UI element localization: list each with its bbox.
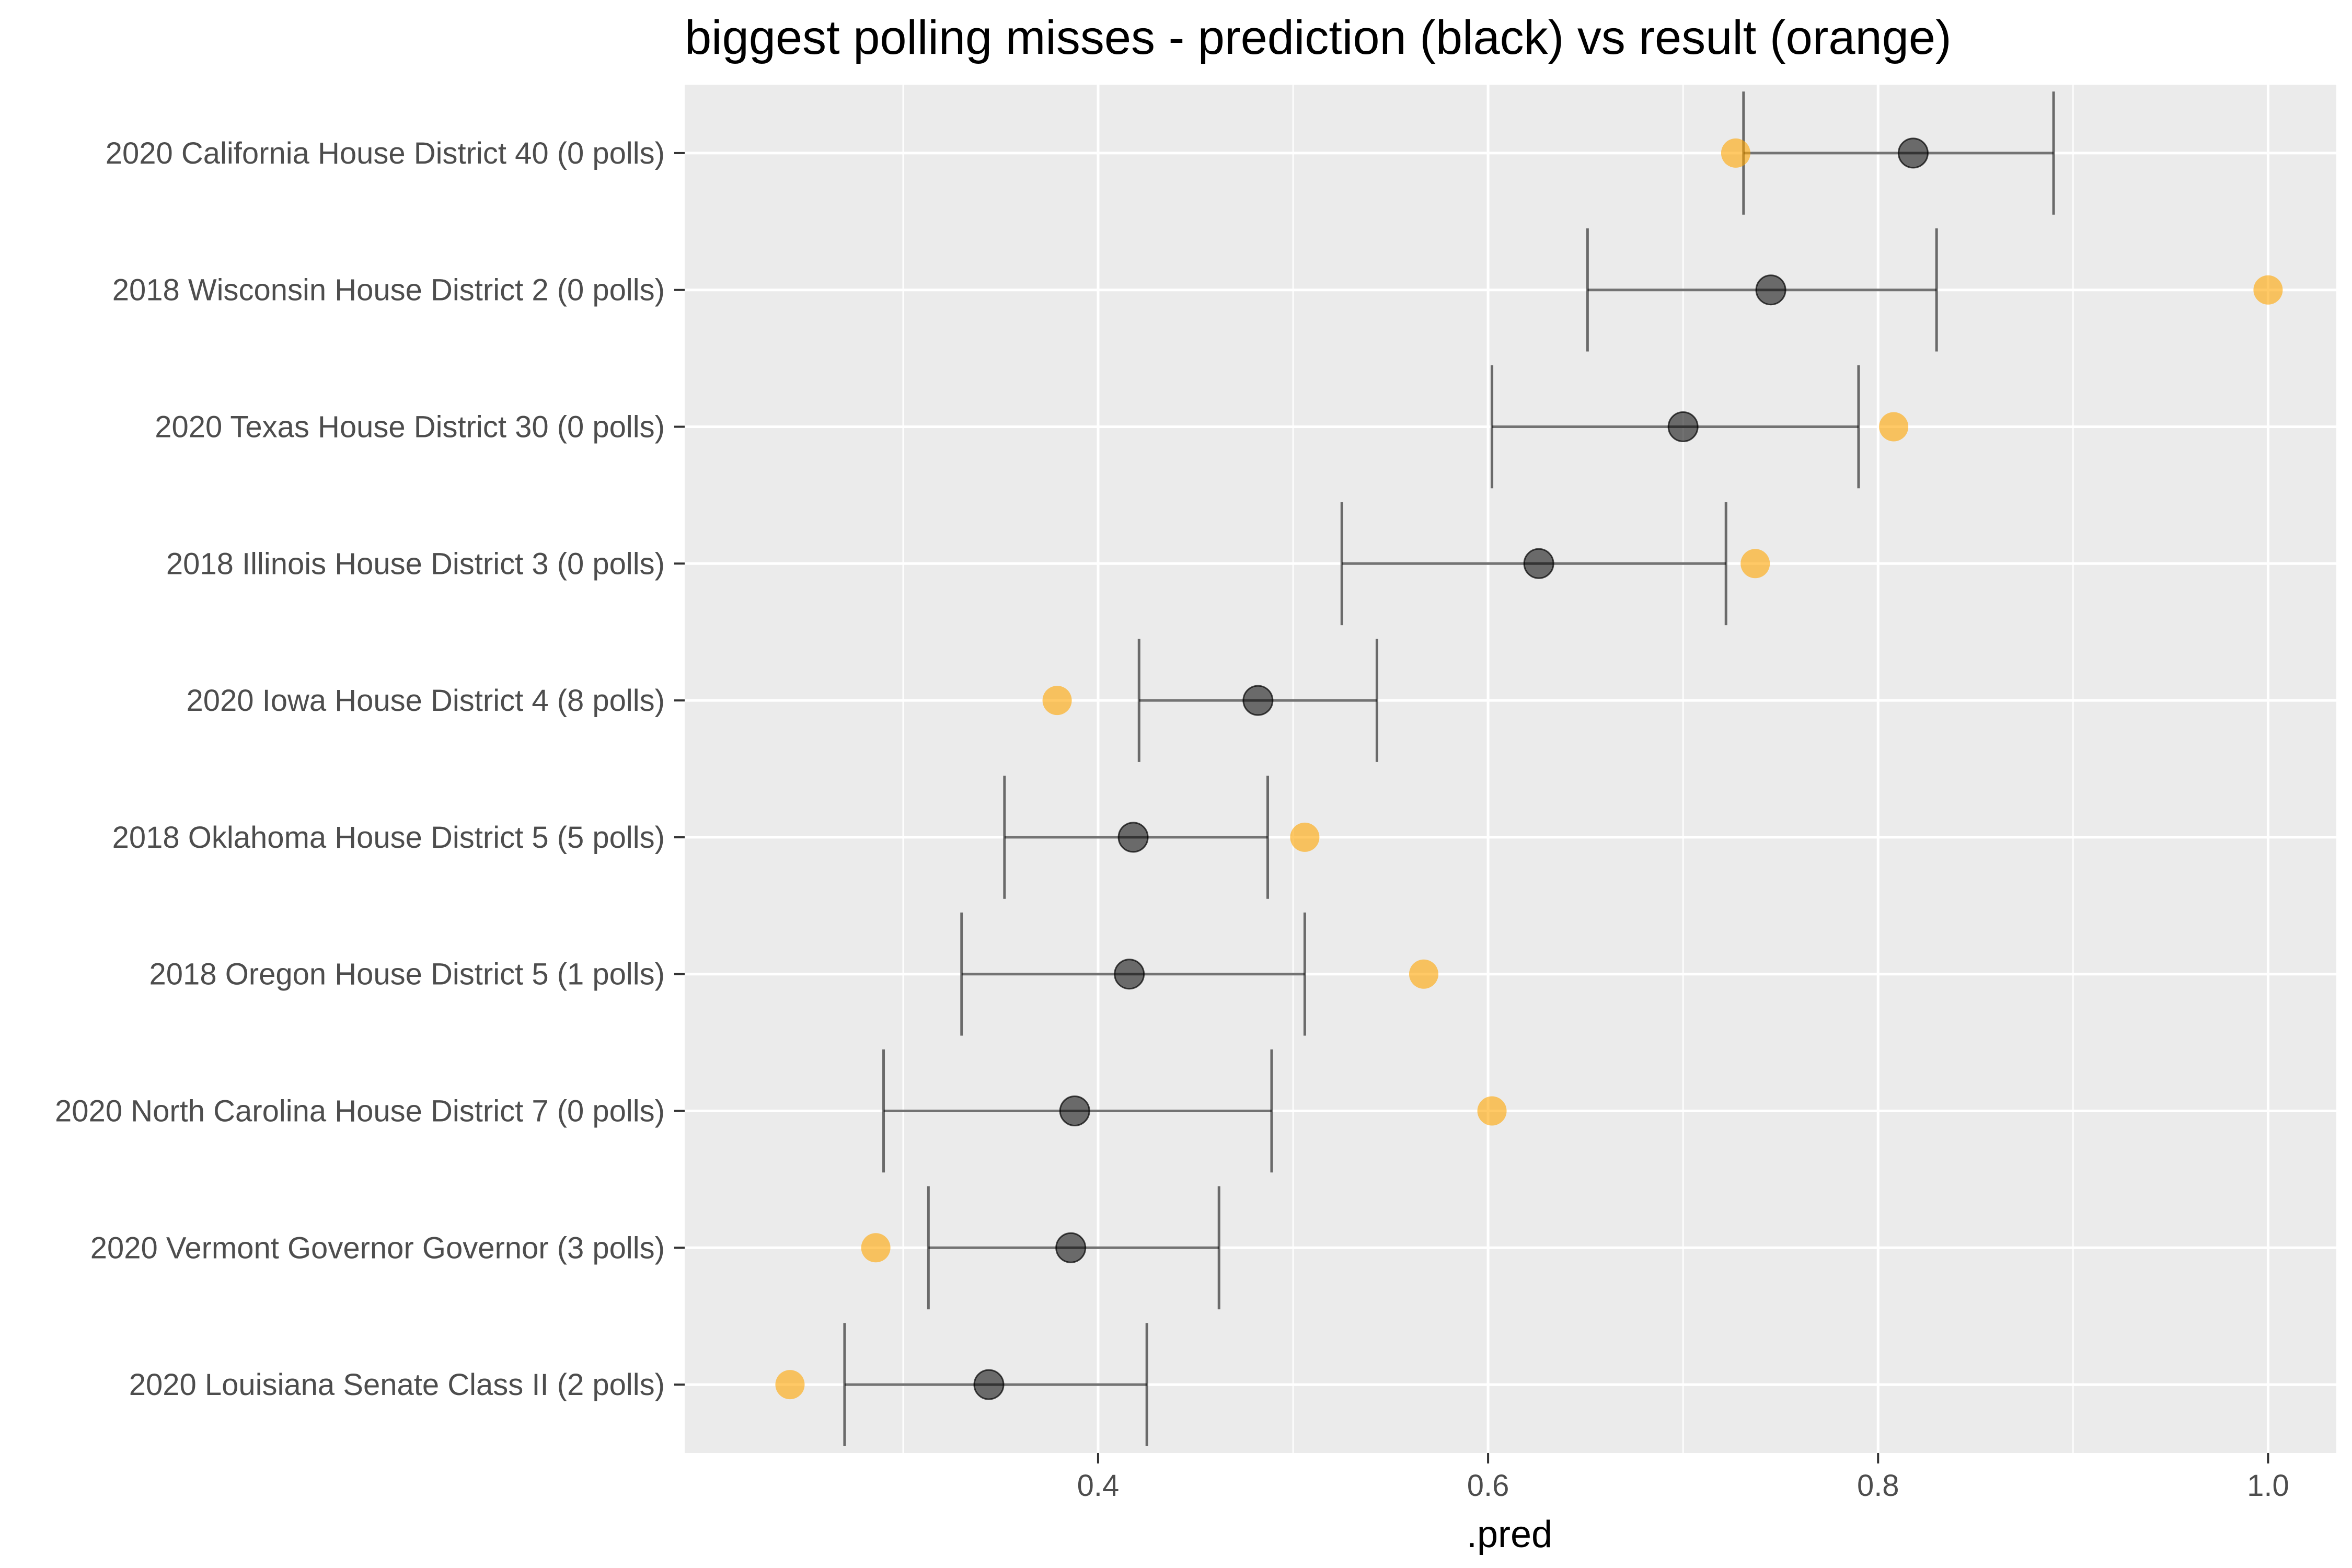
result-point [1409,959,1438,989]
plot-panel [685,85,2336,1453]
x-tick-label: 1.0 [2247,1469,2289,1503]
result-point [861,1233,891,1263]
y-tick-label: 2020 California House District 40 (0 pol… [106,136,665,170]
result-point [1721,138,1750,168]
prediction-point [973,1369,1005,1400]
result-point [1477,1096,1507,1126]
prediction-point [1897,137,1929,169]
prediction-point [1242,685,1274,716]
x-axis-title: .pred [1467,1514,1552,1555]
result-point [1042,686,1072,716]
y-tick-label: 2018 Illinois House District 3 (0 polls) [166,547,665,581]
y-tick-label: 2020 Vermont Governor Governor (3 polls) [90,1231,665,1265]
prediction-point [1755,274,1786,306]
chart-title: biggest polling misses - prediction (bla… [685,11,1952,64]
prediction-point [1667,411,1699,442]
prediction-points [973,137,1929,1400]
y-tick-label: 2020 North Carolina House District 7 (0 … [55,1094,665,1128]
x-tick-label: 0.8 [1857,1469,1899,1503]
prediction-point [1523,548,1554,579]
result-points [775,138,2283,1400]
minor-gridlines [902,85,2074,1453]
x-tick-label: 0.6 [1467,1469,1509,1503]
y-tick-label: 2018 Oregon House District 5 (1 polls) [149,958,665,991]
y-axis: 2020 California House District 40 (0 pol… [55,136,685,1402]
y-tick-label: 2020 Louisiana Senate Class II (2 polls) [129,1368,665,1402]
y-tick-label: 2018 Oklahoma House District 5 (5 polls) [112,821,665,855]
prediction-point [1117,822,1149,853]
x-axis: 0.4 0.6 0.8 1.0 [1077,1453,2289,1503]
result-point [775,1370,805,1400]
y-tick-label: 2020 Iowa House District 4 (8 polls) [186,684,665,718]
result-point [1879,412,1909,442]
result-point [2253,275,2283,305]
x-tick-label: 0.4 [1077,1469,1120,1503]
prediction-point [1059,1096,1090,1126]
result-point [1290,822,1320,852]
result-point [1740,549,1770,579]
y-tick-label: 2020 Texas House District 30 (0 polls) [155,410,665,444]
prediction-point [1114,959,1145,990]
y-tick-label: 2018 Wisconsin House District 2 (0 polls… [112,273,665,307]
prediction-point [1055,1232,1087,1263]
